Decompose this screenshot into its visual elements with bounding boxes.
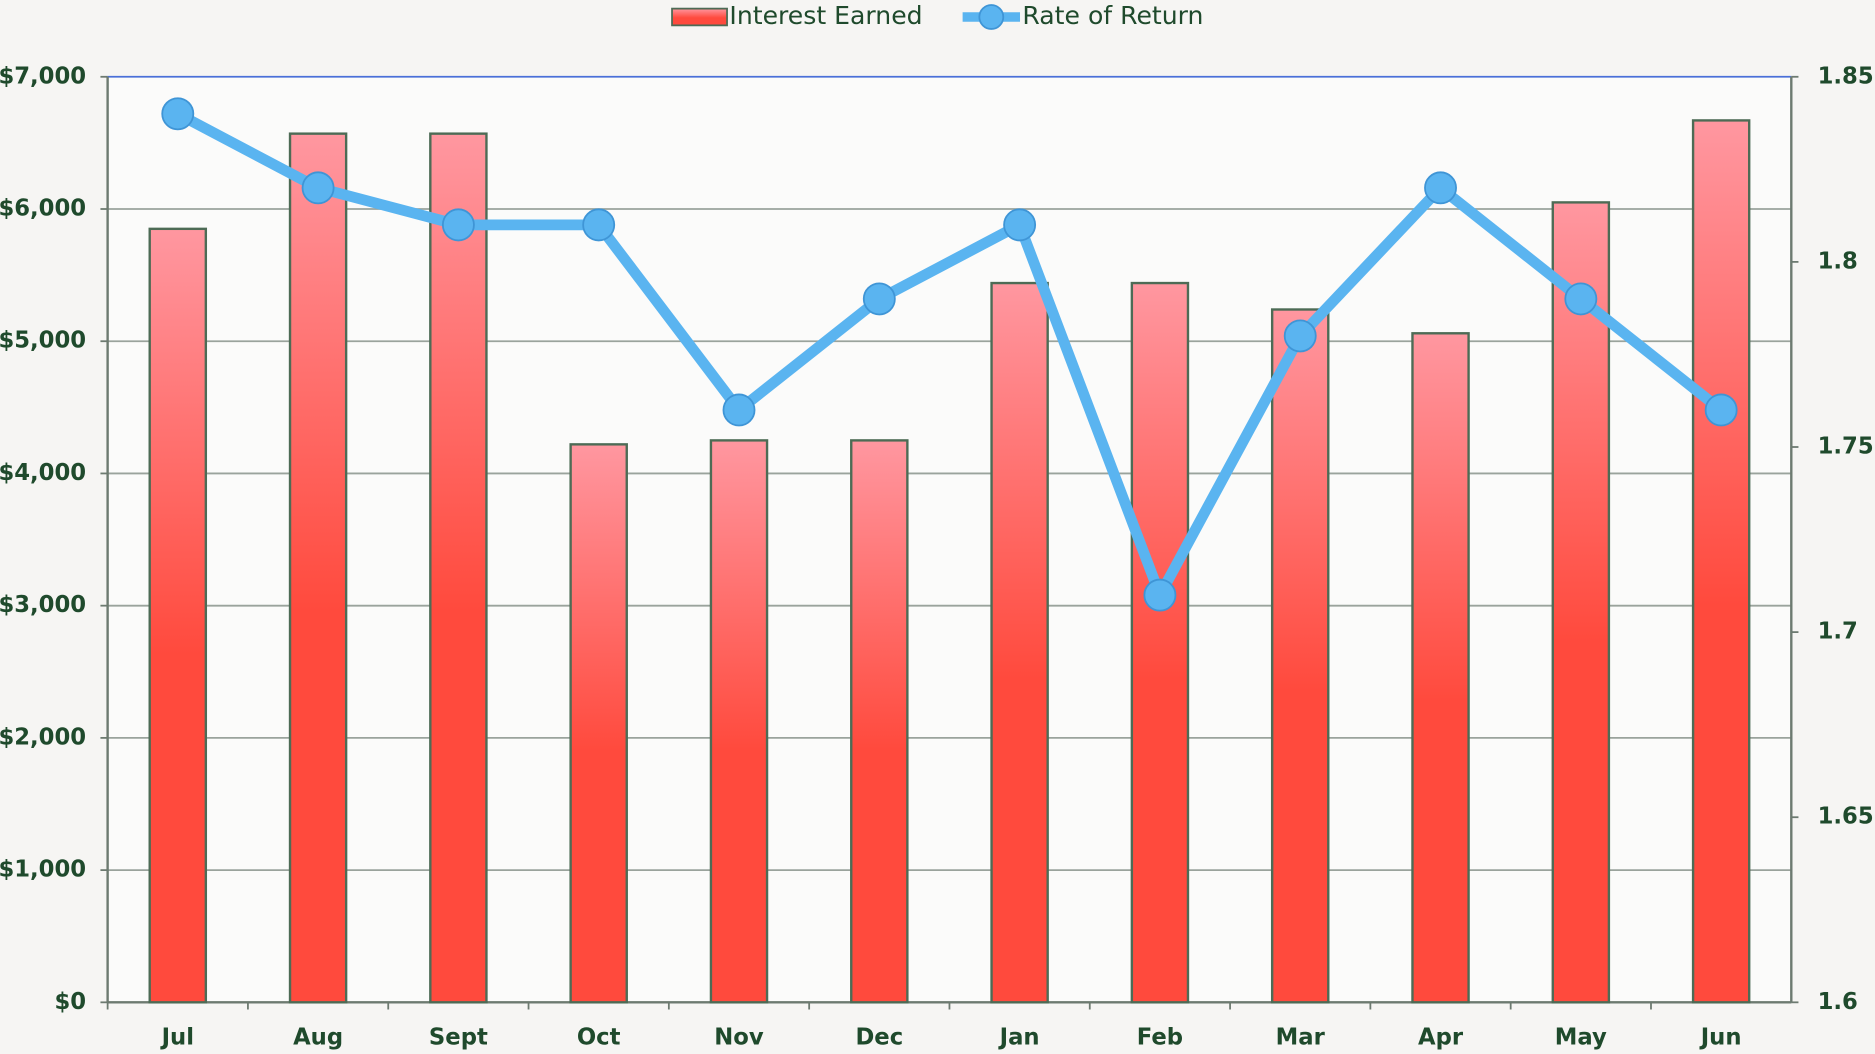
x-tick-label: Mar xyxy=(1276,1025,1326,1051)
x-tick-label: Nov xyxy=(714,1025,764,1051)
line-marker xyxy=(1003,208,1037,242)
line-marker xyxy=(301,171,335,205)
bar xyxy=(288,132,348,1004)
bar xyxy=(990,281,1049,1004)
line-marker xyxy=(1564,282,1598,316)
y-tick-label: $6,000 xyxy=(0,196,86,222)
line-marker xyxy=(1143,578,1177,612)
y-tick-label: $0 xyxy=(54,989,86,1015)
x-tick-label: Dec xyxy=(855,1025,903,1051)
legend-label: Rate of Return xyxy=(1022,1,1203,30)
bar xyxy=(850,439,909,1004)
x-tick-label: Jun xyxy=(1699,1025,1742,1051)
y-tick-label: $7,000 xyxy=(0,63,86,89)
x-tick-label: Aug xyxy=(293,1025,343,1051)
y2-tick-label: 1.7 xyxy=(1818,619,1858,645)
plot-area xyxy=(107,76,1792,1003)
legend-swatch xyxy=(978,4,1005,30)
line xyxy=(175,109,1725,601)
x-tick-label: May xyxy=(1555,1025,1607,1051)
x-tick-label: Oct xyxy=(577,1025,621,1051)
y2-tick-label: 1.75 xyxy=(1818,434,1874,460)
line-marker xyxy=(722,393,756,427)
line-marker xyxy=(582,208,616,242)
bar xyxy=(709,439,769,1004)
x-tick-label: Apr xyxy=(1418,1025,1464,1051)
bar xyxy=(1411,332,1470,1004)
line-marker xyxy=(1704,393,1738,427)
line-marker xyxy=(441,208,475,242)
line-marker xyxy=(1424,171,1457,205)
y2-tick-label: 1.65 xyxy=(1818,804,1874,830)
legend-label: Interest Earned xyxy=(729,1,922,30)
y2-tick-label: 1.8 xyxy=(1818,248,1858,274)
line-marker xyxy=(862,282,896,316)
bar xyxy=(429,132,488,1004)
bar xyxy=(1130,281,1190,1004)
bar xyxy=(1270,308,1330,1004)
x-tick-label: Feb xyxy=(1137,1025,1183,1051)
x-tick-label: Jul xyxy=(160,1025,194,1051)
bar xyxy=(1551,201,1611,1004)
bar xyxy=(148,227,208,1004)
bar xyxy=(1691,119,1751,1004)
y2-tick-label: 1.85 xyxy=(1818,63,1874,89)
y2-tick-label: 1.6 xyxy=(1818,989,1858,1015)
line-marker xyxy=(1283,319,1317,353)
y-tick-label: $2,000 xyxy=(0,724,86,750)
y-tick-label: $4,000 xyxy=(0,460,86,486)
x-tick-label: Jan xyxy=(998,1025,1040,1051)
x-tick-label: Sept xyxy=(429,1025,488,1051)
bar xyxy=(569,443,628,1004)
y-tick-label: $3,000 xyxy=(0,592,86,618)
legend-swatch xyxy=(671,7,728,27)
y-tick-label: $1,000 xyxy=(0,857,86,883)
y-tick-label: $5,000 xyxy=(0,328,86,354)
line-marker xyxy=(161,97,195,131)
